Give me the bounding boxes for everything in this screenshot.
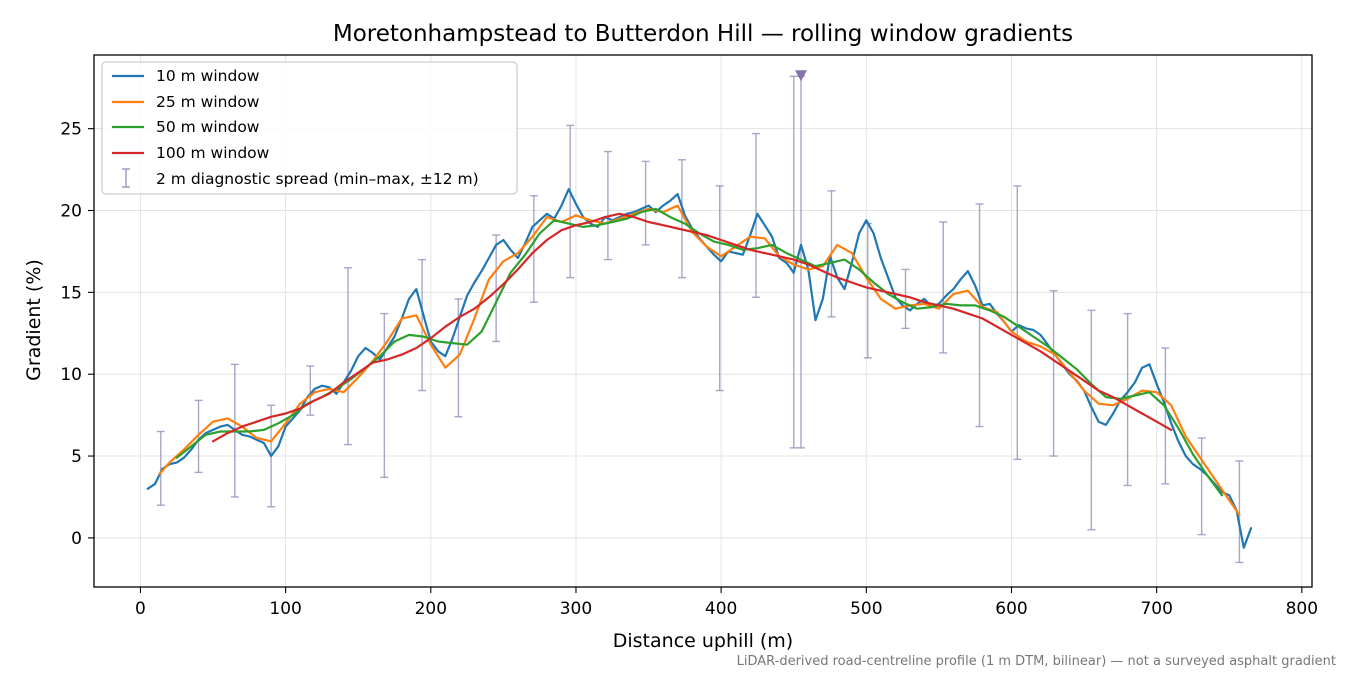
y-tick-label: 0 (71, 529, 82, 549)
legend-item-10m: 10 m window (112, 67, 260, 85)
x-tick-label: 100 (269, 599, 301, 619)
errorbar (380, 312, 389, 479)
legend: 10 m window 25 m window 50 m window 100 … (101, 61, 518, 195)
x-tick-label: 300 (560, 599, 592, 619)
errorbar (975, 203, 984, 428)
errorbar (566, 124, 575, 279)
y-tick-label: 25 (60, 120, 82, 140)
errorbar (901, 268, 910, 330)
errorbar (194, 399, 203, 474)
x-tick-label: 600 (995, 599, 1027, 619)
errorbar (603, 150, 612, 261)
legend-label-25m: 25 m window (156, 93, 260, 111)
errorbar (677, 159, 686, 279)
clipped-marker (794, 70, 807, 82)
errorbar (1087, 309, 1096, 531)
x-tick-label: 400 (705, 599, 737, 619)
errorbar (1197, 437, 1206, 536)
y-tick-label: 20 (60, 202, 82, 222)
x-axis-label: Distance uphill (m) (613, 630, 793, 652)
legend-item-50m: 50 m window (112, 118, 260, 136)
y-tick-label: 10 (60, 365, 82, 385)
errorbar (715, 185, 724, 392)
legend-box (101, 61, 518, 195)
series-line-w25 (158, 204, 1241, 517)
errorbar (1161, 347, 1170, 485)
legend-item-errorbars: 2 m diagnostic spread (min–max, ±12 m) (122, 168, 479, 188)
errorbar (306, 365, 315, 416)
footnote: LiDAR-derived road-centreline profile (1… (737, 654, 1336, 669)
y-axis-label: Gradient (%) (23, 259, 45, 381)
legend-label-10m: 10 m window (156, 67, 260, 85)
errorbar (1013, 185, 1022, 461)
legend-item-25m: 25 m window (112, 93, 260, 111)
errorbar (1049, 290, 1058, 457)
y-axis: 0 5 10 15 20 25 (60, 120, 94, 549)
x-tick-label: 200 (415, 599, 447, 619)
x-axis: 0 100 200 300 400 500 600 700 800 (135, 587, 1318, 619)
series-line-w100 (211, 212, 1173, 443)
errorbar (939, 221, 948, 354)
errorbar (789, 75, 798, 449)
y-tick-label: 15 (60, 283, 82, 303)
errorbar (529, 195, 538, 303)
x-tick-label: 700 (1140, 599, 1172, 619)
errorbar (344, 267, 353, 446)
errorbar (641, 160, 650, 246)
series-layer (146, 188, 1253, 549)
legend-label-50m: 50 m window (156, 118, 260, 136)
x-tick-label: 800 (1286, 599, 1318, 619)
errorbar (156, 430, 165, 506)
legend-swatch-errorbar (122, 168, 130, 188)
legend-item-100m: 100 m window (112, 144, 270, 162)
errorbar (492, 234, 501, 343)
legend-label-100m: 100 m window (156, 144, 270, 162)
legend-label-errorbars: 2 m diagnostic spread (min–max, ±12 m) (156, 170, 479, 188)
chart-title: Moretonhampstead to Butterdon Hill — rol… (333, 21, 1073, 47)
x-tick-label: 0 (135, 599, 146, 619)
x-tick-label: 500 (850, 599, 882, 619)
plot-frame (93, 54, 1313, 588)
y-tick-label: 5 (71, 447, 82, 467)
errorbar (1235, 460, 1244, 564)
